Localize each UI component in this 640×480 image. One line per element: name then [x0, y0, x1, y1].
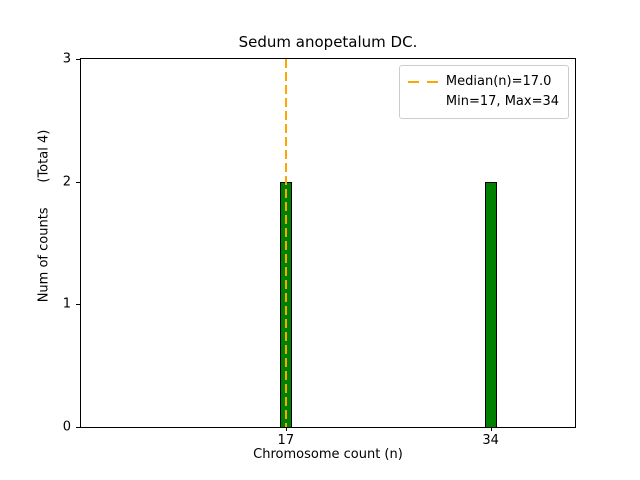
legend: Median(n)=17.0 Min=17, Max=34: [398, 65, 569, 119]
x-tick-label-17: 17: [277, 433, 295, 448]
median-line: [284, 59, 287, 427]
y-tick-label-2: 2: [62, 174, 71, 190]
legend-minmax-label: Min=17, Max=34: [445, 94, 559, 109]
bar-n34: [484, 181, 497, 427]
legend-median-label: Median(n)=17.0: [445, 74, 552, 89]
chart-title: Sedum anopetalum DC.: [238, 33, 418, 51]
y-tick-mark-1: [76, 304, 80, 306]
y-tick-label-0: 0: [62, 419, 71, 435]
x-axis-label: Chromosome count (n): [253, 447, 403, 462]
y-tick-label-1: 1: [62, 296, 71, 312]
x-tick-mark-34: [490, 427, 492, 431]
y-tick-mark-0: [76, 427, 80, 428]
plot-area: Median(n)=17.0 Min=17, Max=34 17 34 0 1 2 3: [63, 52, 576, 448]
x-tick-mark-17: [285, 427, 287, 431]
legend-row-minmax: Min=17, Max=34: [408, 92, 559, 112]
y-tick-mark-2: [76, 181, 80, 183]
median-dashed-line-icon: [407, 81, 438, 83]
y-axis-label: Num of counts (Total 4): [36, 129, 52, 303]
legend-row-median: Median(n)=17.0: [407, 72, 559, 92]
x-tick-label-34: 34: [482, 433, 499, 448]
y-tick-mark-3: [76, 59, 80, 60]
y-tick-label-3: 3: [62, 51, 71, 67]
